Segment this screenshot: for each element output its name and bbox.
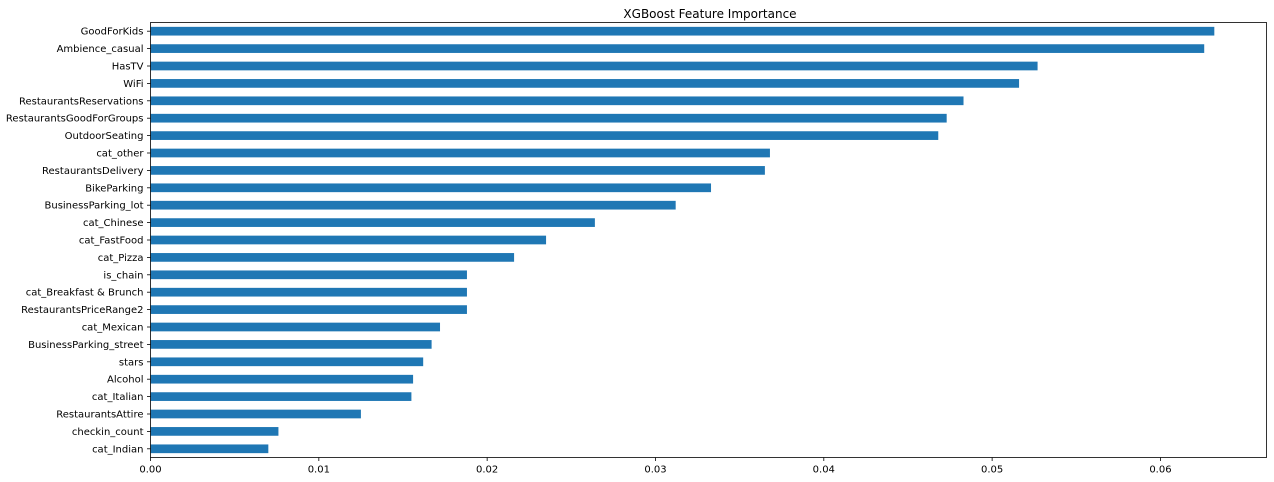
plot-frame	[150, 22, 1267, 458]
y-tick-label: Ambience_casual	[57, 44, 144, 55]
bar	[150, 235, 547, 245]
x-tick-label: 0.03	[644, 465, 666, 476]
y-tick-label: RestaurantsPriceRange2	[21, 305, 143, 316]
bar	[150, 113, 947, 123]
bar	[150, 96, 964, 106]
y-tick-label: cat_Breakfast & Brunch	[26, 288, 144, 299]
bar	[150, 427, 279, 436]
y-tick-label: is_chain	[103, 270, 143, 281]
bar	[150, 44, 1205, 53]
y-tick-label: GoodForKids	[81, 27, 144, 38]
bar	[150, 270, 467, 280]
y-tick-label: BusinessParking_street	[28, 340, 143, 351]
y-tick-label: OutdoorSeating	[65, 131, 144, 142]
bar	[150, 131, 939, 140]
chart-title: XGBoost Feature Importance	[623, 7, 796, 21]
y-tick-label: cat_FastFood	[79, 236, 144, 247]
y-tick-label: cat_Italian	[92, 392, 144, 403]
y-tick-label: Alcohol	[107, 375, 143, 386]
x-tick-label: 0.05	[981, 465, 1003, 476]
y-tick-label: checkin_count	[72, 427, 144, 438]
y-tick-label: RestaurantsAttire	[56, 410, 143, 421]
bar	[150, 26, 1215, 36]
y-tick-label: cat_other	[96, 149, 144, 160]
y-tick-label: HasTV	[112, 62, 144, 73]
y-tick-label: stars	[119, 357, 144, 368]
bar	[150, 357, 424, 367]
bars-group	[150, 26, 1215, 454]
x-tick-label: 0.01	[308, 465, 330, 476]
x-axis-ticks: 0.00 0.01 0.02 0.03 0.04 0.05 0.06	[139, 457, 1172, 476]
bar	[150, 374, 414, 384]
bar	[150, 409, 361, 419]
bar	[150, 200, 676, 210]
bar	[150, 183, 712, 193]
y-tick-label: cat_Indian	[92, 444, 143, 455]
x-tick-label: 0.02	[476, 465, 498, 476]
y-tick-label: RestaurantsReservations	[19, 96, 144, 107]
bar	[150, 218, 595, 227]
y-tick-label: BikeParking	[85, 183, 143, 194]
x-tick-label: 0.00	[139, 465, 161, 476]
x-tick-label: 0.06	[1149, 465, 1171, 476]
bar	[150, 444, 269, 454]
bar	[150, 340, 432, 349]
y-tick-label: RestaurantsGoodForGroups	[6, 114, 144, 125]
bar	[150, 322, 441, 332]
bar	[150, 79, 1020, 88]
bar	[150, 287, 467, 297]
y-tick-label: cat_Chinese	[83, 218, 144, 229]
bar	[150, 166, 765, 175]
y-tick-label: RestaurantsDelivery	[42, 166, 144, 177]
bar	[150, 148, 770, 158]
y-tick-label: BusinessParking_lot	[45, 201, 144, 212]
bar	[150, 392, 412, 401]
x-tick-label: 0.04	[813, 465, 835, 476]
bar	[150, 305, 467, 314]
y-tick-label: cat_Mexican	[82, 323, 144, 334]
y-tick-label: cat_Pizza	[98, 253, 144, 264]
y-tick-labels: GoodForKids Ambience_casual HasTV WiFi Resta…	[6, 27, 151, 455]
bar	[150, 61, 1038, 71]
bar	[150, 253, 515, 262]
y-tick-label: WiFi	[123, 79, 143, 90]
